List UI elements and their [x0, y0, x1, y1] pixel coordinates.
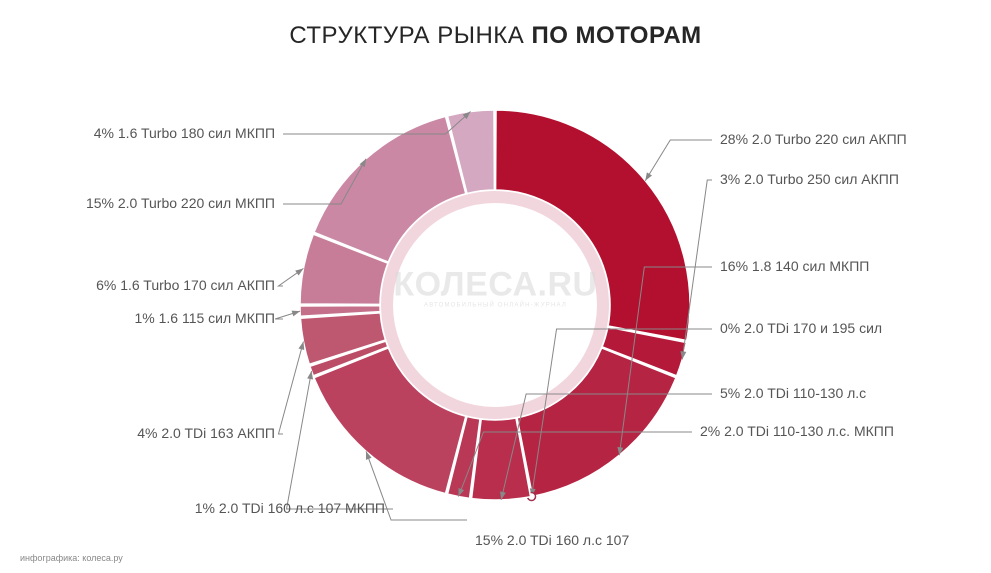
leader-arrow	[292, 311, 301, 317]
slice-label: 15% 2.0 TDi 160 л.с 107	[475, 532, 629, 549]
leader-arrow	[298, 342, 304, 351]
footer-credit: инфографика: колеса.ру	[20, 553, 123, 563]
slice-label: 6% 1.6 Turbo 170 сил АКПП	[96, 277, 275, 294]
slice-label: 2% 2.0 TDi 110-130 л.с. МКПП	[700, 423, 894, 440]
slice	[314, 116, 466, 262]
slice-label: 4% 1.6 Turbo 180 сил МКПП	[94, 125, 275, 142]
slice-label: 15% 2.0 Turbo 220 сил МКПП	[86, 195, 275, 212]
leader-line	[278, 342, 303, 434]
slice-label: 5% 2.0 TDi 110-130 л.с	[720, 385, 866, 402]
slice-label: 1% 1.6 115 сил МКПП	[134, 310, 275, 327]
slice	[314, 348, 466, 494]
slice	[517, 348, 676, 496]
leader-line	[645, 140, 712, 181]
slice	[496, 110, 690, 341]
slice-label: 28% 2.0 Turbo 220 сил АКПП	[720, 131, 907, 148]
donut-chart: КОЛЕСА.RU АВТОМОБИЛЬНЫЙ ОНЛАЙН-ЖУРНАЛ 28…	[0, 0, 991, 573]
slice-label: 1% 2.0 TDi 160 л.с 107 МКПП	[195, 500, 385, 517]
slice-label: 0% 2.0 TDi 170 и 195 сил	[720, 320, 882, 337]
slice-label: 16% 1.8 140 сил МКПП	[720, 258, 869, 275]
slice-label: 4% 2.0 TDi 163 АКПП	[137, 425, 275, 442]
slice-label: 3% 2.0 Turbo 250 сил АКПП	[720, 171, 899, 188]
leader-arrow	[645, 172, 652, 180]
